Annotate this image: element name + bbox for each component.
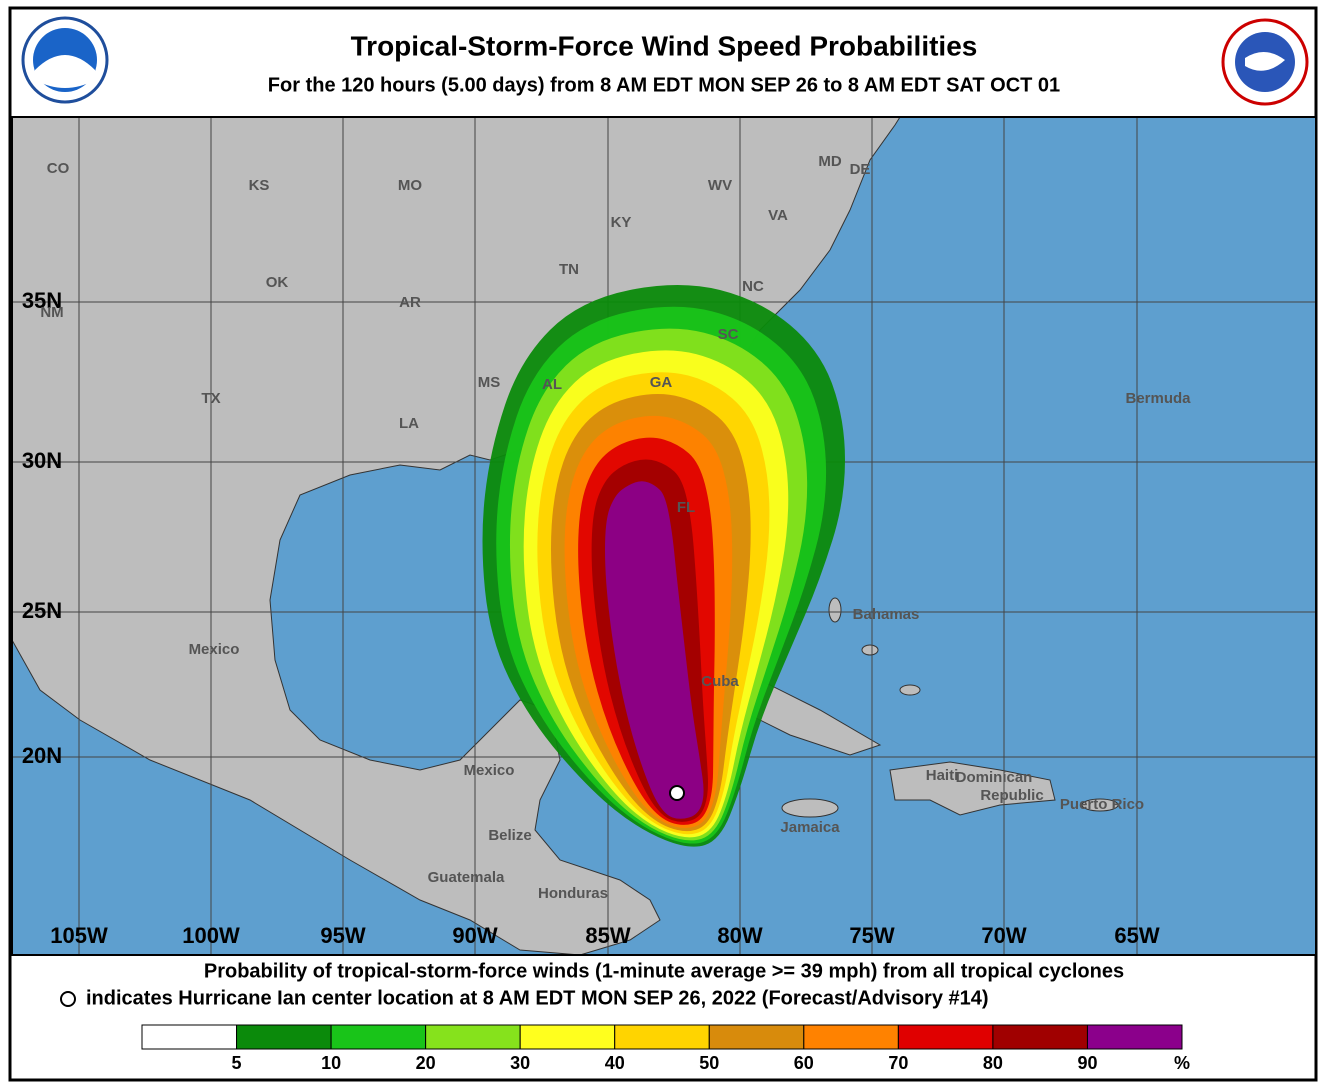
place-label: GA xyxy=(650,374,673,391)
longitude-label: 65W xyxy=(1114,923,1159,948)
legend-swatch xyxy=(425,1024,521,1050)
longitude-label: 85W xyxy=(585,923,630,948)
longitude-label: 95W xyxy=(320,923,365,948)
place-label: AR xyxy=(399,294,421,311)
place-label: OK xyxy=(266,274,289,291)
latitude-label: 25N xyxy=(22,598,62,623)
place-label: Guatemala xyxy=(428,869,505,886)
legend-swatch xyxy=(1086,1024,1183,1050)
place-label: TX xyxy=(201,390,220,407)
legend-swatch xyxy=(330,1024,427,1050)
place-label: KS xyxy=(249,177,270,194)
longitude-label: 105W xyxy=(50,923,108,948)
place-label: Jamaica xyxy=(780,819,840,836)
place-label: Dominican xyxy=(956,769,1033,786)
footer-line: indicates Hurricane Ian center location … xyxy=(86,987,989,1009)
legend-tick: 30 xyxy=(510,1053,530,1073)
subtitle: For the 120 hours (5.00 days) from 8 AM … xyxy=(268,74,1060,96)
map-border xyxy=(11,116,1317,956)
legend-tick: 20 xyxy=(416,1053,436,1073)
legend-tick: 90 xyxy=(1077,1053,1097,1073)
place-label: MD xyxy=(818,153,841,170)
probability-contours xyxy=(482,285,845,847)
place-label: TN xyxy=(559,261,579,278)
noaa-logo xyxy=(21,16,109,104)
longitude-label: 100W xyxy=(182,923,240,948)
place-label: Haiti xyxy=(926,767,959,784)
place-label: KY xyxy=(611,214,632,231)
place-label: Belize xyxy=(488,827,531,844)
place-label: Republic xyxy=(980,787,1043,804)
place-label: DE xyxy=(850,161,871,178)
legend-swatch xyxy=(992,1024,1088,1050)
place-label: Mexico xyxy=(464,762,515,779)
legend-unit: % xyxy=(1174,1053,1190,1073)
legend-swatch xyxy=(897,1024,994,1050)
center-symbol xyxy=(60,991,76,1007)
legend-swatch xyxy=(708,1024,805,1050)
place-label: LA xyxy=(399,415,419,432)
legend-tick: 80 xyxy=(983,1053,1003,1073)
place-label: Honduras xyxy=(538,885,608,902)
probability-band xyxy=(605,481,704,819)
title: Tropical-Storm-Force Wind Speed Probabil… xyxy=(351,30,978,61)
legend-tick: 10 xyxy=(321,1053,341,1073)
place-label: NC xyxy=(742,278,764,295)
legend-tick: 50 xyxy=(699,1053,719,1073)
legend-tick: 5 xyxy=(232,1053,242,1073)
place-label: Puerto Rico xyxy=(1060,796,1144,813)
legend: 5 10 20 30 40 50 60 70 80 90% xyxy=(141,1024,1190,1073)
place-label: VA xyxy=(768,207,788,224)
place-label: Bahamas xyxy=(853,606,920,623)
legend-swatch xyxy=(614,1024,710,1050)
legend-tick: 60 xyxy=(794,1053,814,1073)
place-label: Mexico xyxy=(189,641,240,658)
footer-line: Probability of tropical-storm-force wind… xyxy=(204,960,1124,982)
longitude-label: 80W xyxy=(717,923,762,948)
place-label: CO xyxy=(47,160,70,177)
longitude-label: 70W xyxy=(981,923,1026,948)
place-label: MS xyxy=(478,374,501,391)
legend-swatch xyxy=(803,1024,899,1050)
place-label: MO xyxy=(398,177,422,194)
longitude-label: 90W xyxy=(452,923,497,948)
legend-swatch xyxy=(141,1024,238,1050)
nws-logo xyxy=(1221,18,1309,106)
legend-swatch xyxy=(519,1024,616,1050)
latitude-label: 20N xyxy=(22,743,62,768)
latitude-label: 35N xyxy=(22,288,62,313)
legend-swatch xyxy=(236,1024,332,1050)
place-label: SC xyxy=(718,326,739,343)
place-label: WV xyxy=(708,177,732,194)
place-label: Cuba xyxy=(701,673,739,690)
storm-center xyxy=(669,785,685,801)
legend-tick: 70 xyxy=(888,1053,908,1073)
latitude-label: 30N xyxy=(22,448,62,473)
place-labels: 35N 30N 25N 20N 105W 100W 95W 90W 85W 80W 75W 70W 65… xyxy=(22,153,1191,948)
place-label: AL xyxy=(542,376,562,393)
place-label: FL xyxy=(677,499,695,516)
map: 35N 30N 25N 20N 105W 100W 95W 90W 85W 80W 75W 70W 65… xyxy=(12,117,1316,955)
longitude-label: 75W xyxy=(849,923,894,948)
place-label: Bermuda xyxy=(1125,390,1191,407)
place-label: NM xyxy=(40,304,63,321)
legend-tick: 40 xyxy=(605,1053,625,1073)
